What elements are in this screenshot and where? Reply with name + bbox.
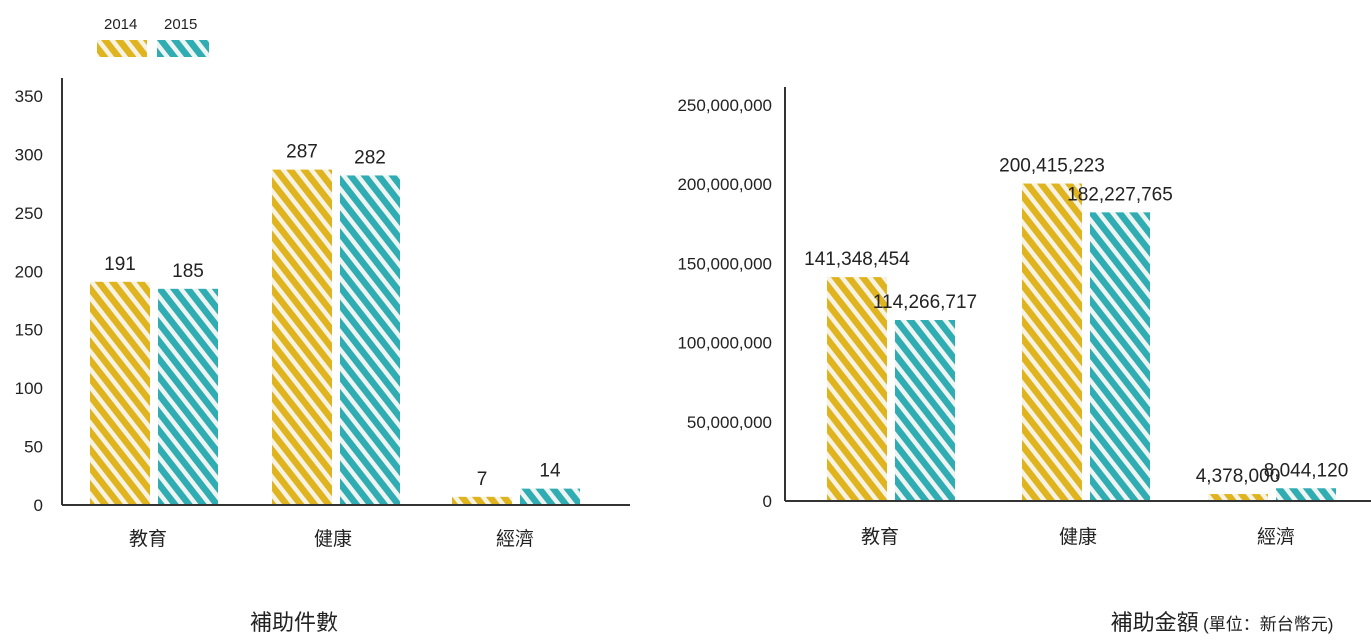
amount-bar-2015 [1090, 212, 1150, 501]
count-data-label: 14 [539, 461, 561, 482]
count-data-label: 191 [104, 254, 136, 275]
legend-swatch-2014 [97, 40, 147, 57]
amount-data-label: 114,266,717 [873, 292, 977, 313]
amount-data-label: 182,227,765 [1067, 184, 1173, 205]
amount-y-tick-label: 200,000,000 [677, 175, 772, 194]
count-y-tick-label: 200 [15, 262, 43, 281]
amount-category-label: 經濟 [1257, 526, 1295, 548]
count-y-tick-label: 0 [34, 496, 43, 515]
count-bar-2015 [158, 288, 218, 505]
count-y-tick-label: 100 [15, 379, 43, 398]
chart-count: 0 50 100 150 200 250 300 350 191 185 教育 287 282 健康 7 14… [15, 78, 630, 550]
legend-swatch-2015 [157, 40, 209, 57]
amount-data-label: 4,378,000 [1196, 466, 1281, 487]
amount-bar-2015 [1276, 488, 1336, 501]
amount-data-label: 8,044,120 [1264, 460, 1349, 481]
chart-amount: 0 50,000,000 100,000,000 150,000,000 200,000… [677, 87, 1371, 548]
amount-y-tick-label: 250,000,000 [677, 96, 772, 115]
count-y-tick-label: 150 [15, 321, 43, 340]
count-data-label: 185 [172, 261, 204, 282]
chart-count-title: 補助件數 [250, 610, 338, 635]
count-y-tick-label: 300 [15, 145, 43, 164]
amount-bar-2014 [1208, 494, 1268, 501]
amount-y-tick-label: 150,000,000 [677, 254, 772, 273]
legend-label-2015: 2015 [164, 16, 197, 33]
amount-y-tick-label: 0 [763, 492, 772, 511]
amount-data-label: 141,348,454 [804, 249, 910, 270]
legend: 2014 2015 [97, 16, 209, 57]
count-bar-2014 [452, 496, 512, 505]
count-y-tick-label: 50 [24, 438, 43, 457]
amount-category-label: 教育 [861, 526, 899, 548]
count-data-label: 282 [354, 147, 386, 168]
legend-item-2015: 2015 [157, 16, 209, 57]
count-data-label: 7 [477, 469, 488, 490]
legend-item-2014: 2014 [97, 16, 147, 57]
amount-y-tick-label: 100,000,000 [677, 334, 772, 353]
count-bar-2014 [90, 281, 150, 505]
count-category-label: 健康 [314, 528, 352, 550]
amount-data-label: 200,415,223 [999, 156, 1105, 177]
amount-bar-2014 [1022, 183, 1082, 501]
count-y-tick-label: 350 [15, 87, 43, 106]
chart-amount-subtitle: (單位：新台幣元) [1203, 615, 1333, 634]
count-data-label: 287 [286, 142, 318, 163]
count-category-label: 經濟 [496, 528, 534, 550]
count-y-tick-label: 250 [15, 204, 43, 223]
legend-label-2014: 2014 [104, 16, 137, 33]
count-category-label: 教育 [129, 528, 167, 550]
amount-category-label: 健康 [1059, 526, 1097, 548]
chart-amount-title: 補助金額 [1111, 610, 1199, 635]
count-bar-2014 [272, 169, 332, 505]
chart-amount-title-group: 補助金額 (單位：新台幣元) [1111, 610, 1334, 635]
amount-bar-2015 [895, 320, 955, 501]
count-bar-2015 [520, 488, 580, 505]
count-bar-2015 [340, 175, 400, 505]
amount-y-tick-label: 50,000,000 [687, 413, 772, 432]
amount-bar-2014 [827, 277, 887, 501]
